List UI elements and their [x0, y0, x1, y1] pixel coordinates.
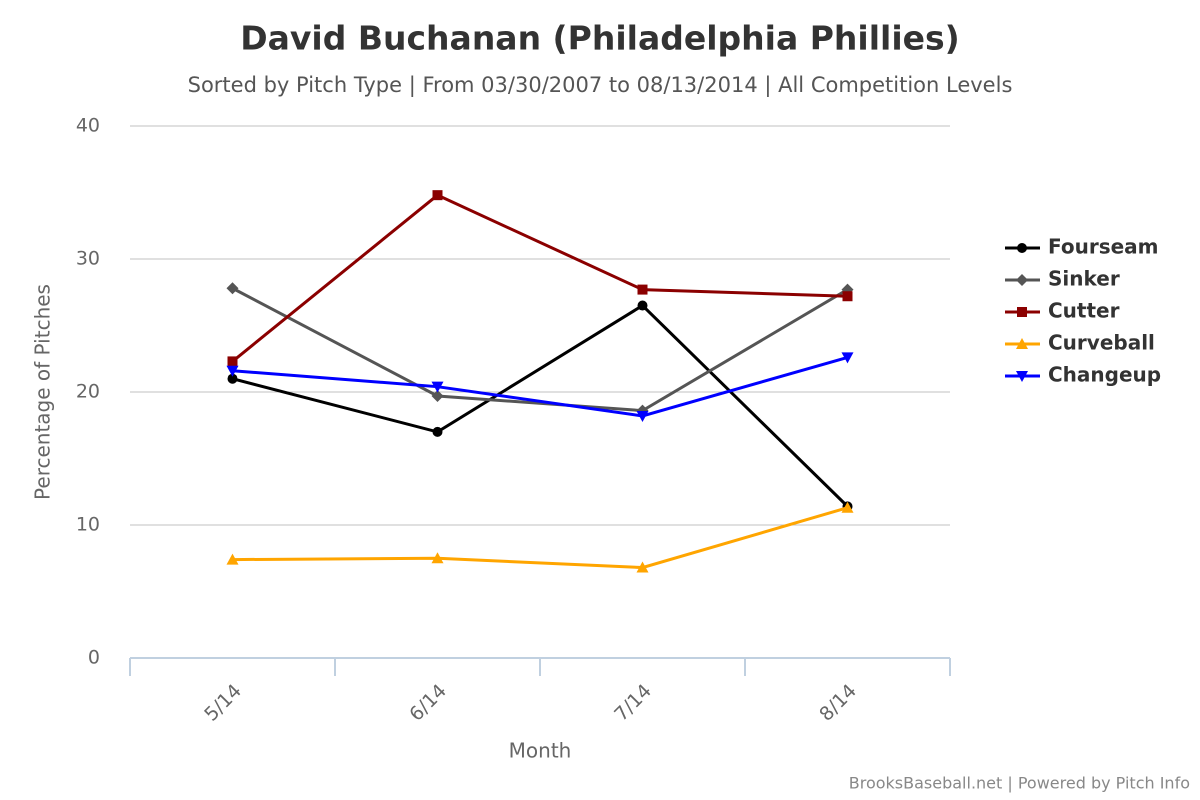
data-point — [432, 190, 443, 201]
y-tick-label: 10 — [76, 514, 100, 536]
y-tick-label: 30 — [76, 248, 100, 270]
chart-subtitle: Sorted by Pitch Type | From 03/30/2007 t… — [188, 73, 1013, 98]
data-point — [637, 284, 648, 295]
legend-label: Sinker — [1048, 267, 1120, 291]
chart-title: David Buchanan (Philadelphia Phillies) — [240, 19, 960, 58]
legend-label: Changeup — [1048, 363, 1161, 387]
data-point — [841, 501, 854, 513]
legend-marker — [1016, 274, 1028, 286]
credits: BrooksBaseball.net | Powered by Pitch In… — [849, 774, 1190, 793]
x-tick-label: 8/14 — [815, 680, 861, 726]
y-tick-label: 40 — [76, 115, 100, 137]
y-tick-label: 0 — [88, 647, 100, 669]
legend-marker — [1017, 307, 1027, 317]
y-axis-title: Percentage of Pitches — [31, 284, 55, 500]
data-point — [636, 561, 649, 573]
x-tick-label: 6/14 — [405, 680, 451, 726]
legend-marker — [1017, 243, 1027, 253]
x-tick-label: 7/14 — [610, 680, 656, 726]
data-point — [636, 410, 649, 422]
data-point — [841, 352, 854, 364]
data-point — [226, 282, 239, 295]
data-point — [432, 426, 443, 437]
legend-label: Cutter — [1048, 299, 1120, 323]
legend-label: Fourseam — [1048, 235, 1159, 259]
x-axis-title: Month — [509, 739, 572, 763]
data-point — [227, 356, 238, 367]
series-line — [232, 303, 849, 508]
data-point — [226, 553, 239, 565]
data-point — [226, 365, 239, 377]
data-point — [227, 373, 238, 384]
y-tick-label: 20 — [76, 381, 100, 403]
data-point — [431, 389, 444, 402]
series-line — [232, 355, 848, 418]
x-tick-label: 5/14 — [200, 680, 246, 726]
legend-marker — [1016, 338, 1028, 349]
data-point — [842, 291, 853, 302]
series-line — [231, 286, 849, 413]
series-line — [231, 193, 848, 363]
legend-label: Curveball — [1048, 331, 1155, 355]
series-line — [232, 506, 848, 570]
data-point — [431, 381, 444, 393]
legend-marker — [1016, 371, 1028, 382]
data-point — [637, 300, 648, 311]
data-point — [431, 552, 444, 564]
